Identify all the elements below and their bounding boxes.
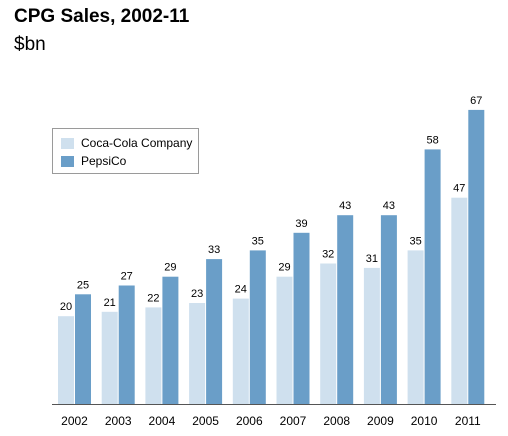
legend-item-coca-cola: Coca-Cola Company xyxy=(61,136,192,150)
data-label-coca-cola-2006: 24 xyxy=(235,284,247,296)
bar-pepsico-2007 xyxy=(293,232,310,404)
bar-pepsico-2005 xyxy=(206,259,223,404)
bar-pepsico-2003 xyxy=(118,285,135,404)
data-label-pepsico-2010: 58 xyxy=(426,134,438,146)
data-label-pepsico-2006: 35 xyxy=(252,235,264,247)
x-tick-label-2006: 2006 xyxy=(236,414,263,428)
legend-swatch-coca-cola xyxy=(61,137,74,149)
data-label-coca-cola-2004: 22 xyxy=(147,292,159,304)
legend-label-coca-cola: Coca-Cola Company xyxy=(81,136,193,150)
data-label-pepsico-2002: 25 xyxy=(77,279,89,291)
data-label-coca-cola-2003: 21 xyxy=(104,297,116,309)
chart-subtitle: $bn xyxy=(14,34,46,55)
x-tick-label-2003: 2003 xyxy=(105,414,132,428)
data-label-coca-cola-2002: 20 xyxy=(60,301,72,313)
bar-pepsico-2004 xyxy=(162,276,179,404)
data-label-coca-cola-2008: 32 xyxy=(322,249,334,261)
data-label-pepsico-2004: 29 xyxy=(164,262,176,274)
bar-coca-cola-2010 xyxy=(407,250,424,404)
chart-title: CPG Sales, 2002-11 xyxy=(14,6,190,27)
data-label-pepsico-2008: 43 xyxy=(339,200,351,212)
bar-coca-cola-2002 xyxy=(58,316,74,404)
legend-swatch-pepsico xyxy=(61,155,74,167)
data-label-coca-cola-2007: 29 xyxy=(278,262,290,274)
chart-legend: Coca-Cola Company PepsiCo xyxy=(52,128,199,174)
x-tick-label-2009: 2009 xyxy=(367,414,394,428)
x-tick-label-2008: 2008 xyxy=(323,414,350,428)
bar-coca-cola-2005 xyxy=(189,303,206,404)
x-tick-label-2002: 2002 xyxy=(61,414,88,428)
data-label-pepsico-2007: 39 xyxy=(295,218,307,230)
bar-coca-cola-2006 xyxy=(232,298,249,404)
data-label-coca-cola-2005: 23 xyxy=(191,288,203,300)
data-label-pepsico-2011: 67 xyxy=(470,95,482,107)
bar-coca-cola-2009 xyxy=(363,267,380,404)
data-label-coca-cola-2011: 47 xyxy=(453,183,465,195)
bar-coca-cola-2004 xyxy=(145,307,162,404)
x-tick-label-2007: 2007 xyxy=(280,414,307,428)
bar-coca-cola-2008 xyxy=(320,263,337,404)
legend-label-pepsico: PepsiCo xyxy=(81,154,127,168)
data-label-pepsico-2009: 43 xyxy=(383,200,395,212)
bar-pepsico-2006 xyxy=(249,250,266,404)
data-label-pepsico-2005: 33 xyxy=(208,244,220,256)
data-label-pepsico-2003: 27 xyxy=(121,271,133,283)
data-label-coca-cola-2009: 31 xyxy=(366,253,378,265)
bar-pepsico-2011 xyxy=(468,109,485,405)
bar-pepsico-2009 xyxy=(380,215,397,404)
x-tick-label-2011: 2011 xyxy=(455,414,481,428)
data-label-coca-cola-2010: 35 xyxy=(409,235,421,247)
x-tick-label-2004: 2004 xyxy=(149,414,176,428)
legend-item-pepsico: PepsiCo xyxy=(61,154,126,168)
bar-pepsico-2002 xyxy=(75,294,91,404)
bar-coca-cola-2011 xyxy=(451,197,468,404)
x-tick-label-2010: 2010 xyxy=(411,414,438,428)
bar-coca-cola-2003 xyxy=(101,311,118,404)
bar-coca-cola-2007 xyxy=(276,276,293,404)
x-tick-label-2005: 2005 xyxy=(192,414,219,428)
bar-pepsico-2008 xyxy=(337,215,354,404)
bar-pepsico-2010 xyxy=(424,149,441,404)
